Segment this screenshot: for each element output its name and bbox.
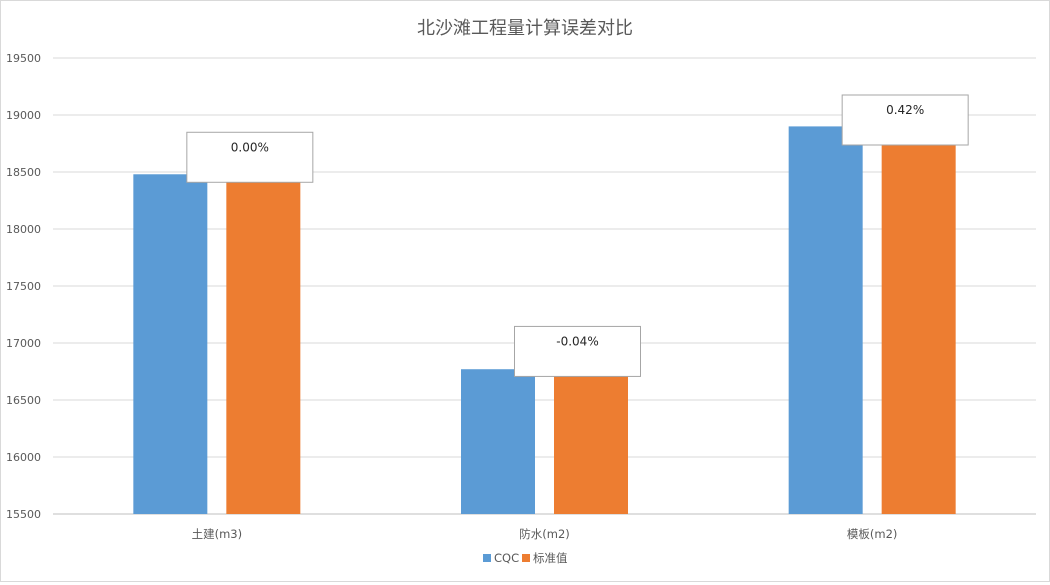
- legend-swatch: [483, 554, 491, 562]
- x-tick-label: 防水(m2): [519, 527, 570, 541]
- y-axis: 15500 16000 16500 17000 17500 18000 18500 19000…: [6, 52, 41, 521]
- x-axis: 土建(m3) 防水(m2) 模板(m2): [192, 527, 898, 541]
- legend: CQC 标准值: [483, 551, 568, 565]
- y-tick-label: 18000: [6, 223, 41, 236]
- data-label: 0.42%: [886, 103, 924, 117]
- y-tick-label: 17500: [6, 280, 41, 293]
- x-tick-label: 模板(m2): [847, 527, 898, 541]
- legend-swatch: [522, 554, 530, 562]
- bar-cqc: [461, 369, 535, 514]
- callout-box: [186, 131, 314, 183]
- y-tick-label: 19000: [6, 109, 41, 122]
- callout-box: [514, 325, 641, 377]
- y-tick-label: 17000: [6, 337, 41, 350]
- bar-standard: [881, 135, 956, 515]
- bar-standard: [226, 174, 301, 514]
- bar-cqc: [133, 174, 208, 514]
- legend-label: 标准值: [533, 551, 568, 565]
- y-tick-label: 19500: [6, 52, 41, 65]
- y-tick-label: 15500: [6, 508, 41, 521]
- data-label: 0.00%: [231, 140, 269, 154]
- bars: [133, 126, 956, 515]
- y-tick-label: 16500: [6, 394, 41, 407]
- callout-box: [841, 94, 969, 146]
- legend-label: CQC: [494, 551, 519, 565]
- y-tick-label: 16000: [6, 451, 41, 464]
- chart-title: 北沙滩工程量计算误差对比: [417, 18, 633, 39]
- data-label: -0.04%: [556, 334, 598, 348]
- callouts: 0.00% -0.04% 0.42%: [186, 94, 969, 377]
- bar-cqc: [788, 126, 863, 515]
- bar-standard: [554, 368, 628, 514]
- x-tick-label: 土建(m3): [192, 527, 243, 541]
- y-tick-label: 18500: [6, 166, 41, 179]
